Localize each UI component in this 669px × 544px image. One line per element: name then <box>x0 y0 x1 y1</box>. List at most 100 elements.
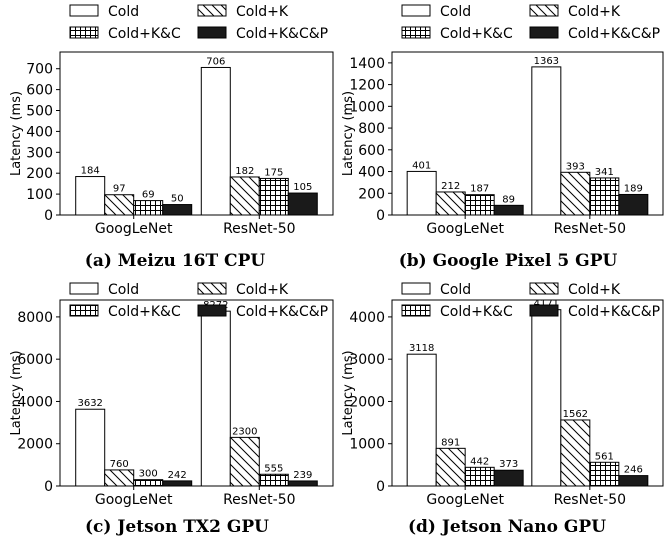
bar-cold-k <box>104 469 135 487</box>
bar-cold-k <box>435 447 466 487</box>
y-axis-label: Latency (ms) <box>341 350 356 435</box>
x-tick-label: ResNet-50 <box>554 221 626 237</box>
bar-cold-kc <box>133 479 164 487</box>
bar-cold <box>200 310 231 487</box>
bar-cold-kcp <box>162 204 193 216</box>
legend-label-cold-kcp: Cold+K&C&P <box>236 304 328 320</box>
bar-cold-kcp <box>618 475 649 487</box>
legend-swatch-cold <box>401 4 431 17</box>
bar-cold-kc <box>133 200 164 216</box>
legend-label-cold: Cold <box>440 282 471 298</box>
data-label: 760 <box>110 459 129 470</box>
y-tick-label: 4000 <box>17 394 53 410</box>
bar-cold-kcp <box>618 193 649 216</box>
axes-frame <box>391 51 664 216</box>
bar-cold <box>75 408 106 487</box>
panel-1: 0 200 400 600 800 1000 1200 1400 Latency (ms) 401… <box>341 4 664 271</box>
y-tick-label: 600 <box>358 143 385 159</box>
bar-cold-kc <box>589 177 620 216</box>
legend-label-cold-k: Cold+K <box>568 282 621 298</box>
bar-cold <box>406 170 437 216</box>
data-label: 300 <box>139 469 158 480</box>
bar-cold-k <box>104 194 135 216</box>
legend-label-cold-kc: Cold+K&C <box>108 26 181 42</box>
y-tick-label: 8000 <box>17 310 53 326</box>
bar-cold-kcp <box>493 204 524 216</box>
panel-caption: (c) Jetson TX2 GPU <box>85 517 269 537</box>
y-tick-label: 6000 <box>17 352 53 368</box>
legend-label-cold-k: Cold+K <box>236 4 289 20</box>
data-label: 239 <box>293 470 312 481</box>
bar-cold <box>531 66 562 216</box>
y-tick-label: 300 <box>26 145 53 161</box>
data-label: 555 <box>264 463 283 474</box>
legend: Cold Cold+K Cold+K&C Cold+K&C&P <box>401 4 660 42</box>
data-label: 442 <box>470 456 489 467</box>
y-axis-label: Latency (ms) <box>341 91 356 176</box>
bar-cold-kc <box>258 177 289 216</box>
bar-cold-k <box>560 419 591 487</box>
y-tick-label: 400 <box>358 165 385 181</box>
legend-label-cold-kc: Cold+K&C <box>440 304 513 320</box>
x-tick-label: GoogLeNet <box>95 221 173 237</box>
y-tick-label: 600 <box>26 83 53 99</box>
y-tick-label: 0 <box>44 208 53 224</box>
y-axis-label: Latency (ms) <box>9 91 24 176</box>
data-label: 69 <box>142 190 155 201</box>
panel-2: 0 2000 4000 6000 8000 Latency (ms) 3632 760 300 2… <box>9 282 334 537</box>
data-label: 105 <box>293 182 312 193</box>
y-tick-label: 0 <box>44 479 53 495</box>
legend-swatch-cold-kc <box>401 26 431 39</box>
legend-swatch-cold <box>401 282 431 295</box>
data-label: 89 <box>502 194 515 205</box>
bar-cold <box>406 353 437 487</box>
bar-cold-kc <box>464 194 495 216</box>
panel-caption: (a) Meizu 16T CPU <box>85 251 266 271</box>
y-tick-label: 200 <box>358 186 385 202</box>
panel-caption: (b) Google Pixel 5 GPU <box>399 251 618 271</box>
axes-frame <box>59 299 334 487</box>
legend-swatch-cold-kc <box>401 304 431 317</box>
y-axis-label: Latency (ms) <box>9 350 24 435</box>
legend-swatch-cold-k <box>197 282 227 295</box>
bar-cold-kc <box>258 473 289 487</box>
y-tick-label: 1400 <box>349 56 385 72</box>
y-tick-label: 700 <box>26 62 53 78</box>
legend-label-cold-kc: Cold+K&C <box>108 304 181 320</box>
legend-label-cold-k: Cold+K <box>236 282 289 298</box>
legend-swatch-cold-k <box>197 4 227 17</box>
data-label: 3118 <box>409 343 434 354</box>
y-tick-label: 2000 <box>349 394 385 410</box>
data-label: 4171 <box>534 299 559 310</box>
legend-label-cold-kcp: Cold+K&C&P <box>568 26 660 42</box>
data-label: 401 <box>412 160 431 171</box>
y-tick-label: 400 <box>26 124 53 140</box>
bar-cold-kcp <box>287 192 318 216</box>
bar-cold-kc <box>464 466 495 487</box>
legend-label-cold-kcp: Cold+K&C&P <box>568 304 660 320</box>
legend: Cold Cold+K Cold+K&C Cold+K&C&P <box>69 282 328 320</box>
y-tick-label: 1200 <box>349 78 385 94</box>
legend-swatch-cold-k <box>529 282 559 295</box>
x-tick-label: ResNet-50 <box>223 221 295 237</box>
data-label: 175 <box>264 167 283 178</box>
y-tick-label: 1000 <box>349 99 385 115</box>
data-label: 561 <box>595 451 614 462</box>
y-tick-label: 200 <box>26 166 53 182</box>
data-label: 373 <box>499 459 518 470</box>
y-tick-label: 4000 <box>349 310 385 326</box>
y-tick-label: 800 <box>358 121 385 137</box>
legend-swatch-cold-kcp <box>529 26 559 39</box>
bar-cold-k <box>229 436 260 487</box>
bar-cold-kcp <box>162 480 193 487</box>
bar-cold-kcp <box>287 480 318 487</box>
bar-cold <box>200 66 231 216</box>
data-label: 706 <box>206 56 225 67</box>
bar-cold-k <box>229 176 260 216</box>
legend-swatch-cold-kcp <box>197 304 227 317</box>
y-tick-label: 3000 <box>349 352 385 368</box>
data-label: 242 <box>168 470 187 481</box>
bar-cold-kc <box>589 461 620 487</box>
data-label: 3632 <box>77 398 102 409</box>
